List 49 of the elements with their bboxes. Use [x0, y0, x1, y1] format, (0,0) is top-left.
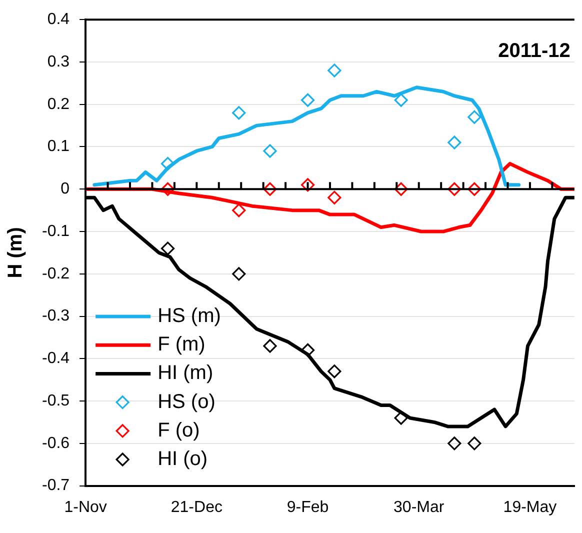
point — [160, 242, 175, 256]
point — [263, 144, 277, 158]
point — [160, 182, 175, 196]
text: 2011-12 — [498, 40, 570, 62]
y-tick-label: 0.2 — [47, 96, 70, 113]
point — [263, 182, 277, 196]
point — [328, 364, 342, 378]
y-tick-label: 0.4 — [47, 11, 70, 28]
legend-label: HI (m) — [158, 362, 214, 384]
x-tick-label: 9-Feb — [286, 498, 329, 516]
point — [232, 106, 246, 120]
y-tick-label: -0.4 — [42, 350, 70, 368]
point — [448, 136, 462, 150]
point — [468, 110, 482, 124]
y-tick-label: 0.1 — [47, 138, 70, 156]
y-tick-label: -0.7 — [42, 477, 70, 494]
point — [232, 204, 246, 218]
x-tick-label: 1-Nov — [64, 498, 107, 516]
point — [394, 411, 408, 425]
legend-label: HI (o) — [158, 448, 208, 470]
y-tick-label: 0 — [60, 180, 70, 198]
y-tick-label: -0.6 — [42, 434, 70, 452]
legend-label: F (m) — [158, 334, 206, 356]
point — [328, 190, 342, 204]
point — [394, 182, 408, 196]
point — [232, 267, 246, 281]
x-tick-label: 21-Dec — [170, 498, 222, 516]
y-axis-title: H (m) — [4, 227, 27, 278]
legend-label: F (o) — [158, 419, 200, 442]
y-tick-label: -0.5 — [42, 392, 70, 410]
legend-label: HS (m) — [158, 305, 221, 328]
point — [468, 182, 482, 196]
point — [300, 93, 315, 107]
y-tick-label: 0.3 — [47, 53, 70, 70]
y-tick-label: -0.3 — [42, 308, 70, 325]
point — [300, 343, 315, 357]
point — [448, 182, 462, 196]
y-tick-label: -0.2 — [42, 265, 70, 282]
point — [448, 436, 462, 450]
point — [468, 436, 482, 450]
y-tick-label: -0.1 — [42, 222, 70, 240]
x-tick-label: 30-Mar — [394, 498, 445, 516]
point — [263, 339, 277, 353]
point — [300, 178, 315, 192]
point — [394, 93, 408, 107]
x-tick-label: 19-May — [503, 498, 557, 516]
point — [328, 64, 342, 78]
legend-label: HS (o) — [158, 390, 216, 413]
point — [160, 156, 175, 170]
